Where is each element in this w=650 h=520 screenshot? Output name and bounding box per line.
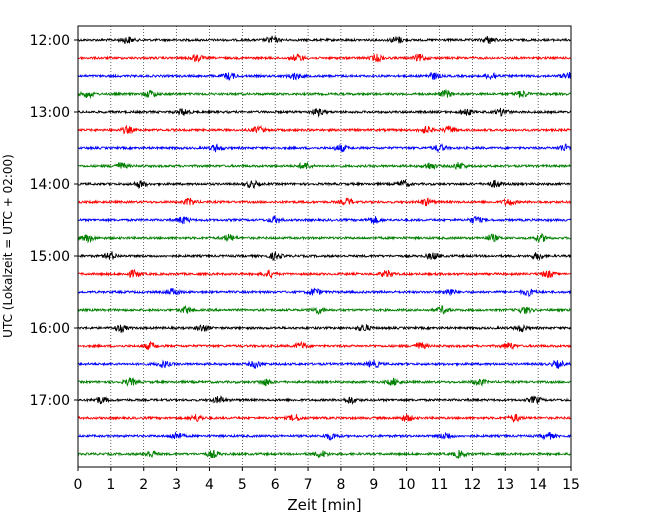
x-tick-label-0: 0 [74, 477, 83, 493]
y-tick-label-5: 17:00 [30, 393, 70, 409]
x-tick-label-5: 5 [238, 477, 247, 493]
y-tick-label-3: 15:00 [30, 249, 70, 265]
trace-1600 [77, 323, 572, 334]
trace-1745 [77, 449, 572, 460]
trace-1545 [77, 304, 572, 315]
trace-1300 [77, 107, 572, 118]
y-axis: 12:00 13:00 14:00 15:00 16:00 17:00 [30, 33, 78, 409]
x-tick-label-4: 4 [205, 477, 214, 493]
trace-1315 [77, 124, 572, 135]
trace-1215 [77, 53, 572, 63]
plot-frame [77, 25, 572, 468]
x-tick-label-15: 15 [562, 477, 580, 493]
trace-1200 [77, 35, 572, 45]
x-tick-label-1: 1 [106, 477, 115, 493]
x-tick-label-14: 14 [529, 477, 547, 493]
x-tick-label-6: 6 [271, 477, 280, 493]
trace-1530 [77, 287, 572, 298]
trace-1245 [77, 88, 572, 100]
y-tick-label-2: 14:00 [30, 177, 70, 193]
trace-1515 [77, 268, 572, 280]
trace-1330 [77, 143, 572, 154]
x-tick-label-9: 9 [369, 477, 378, 493]
seismogram-traces [77, 35, 572, 460]
trace-1500 [77, 250, 572, 262]
trace-1430 [77, 215, 572, 225]
x-tick-label-11: 11 [431, 477, 449, 493]
x-tick-label-10: 10 [398, 477, 416, 493]
x-axis-label: Zeit [min] [287, 496, 361, 514]
x-axis: 0 1 2 3 4 5 6 7 8 9 10 11 12 13 14 15 [74, 467, 580, 493]
x-tick-label-3: 3 [172, 477, 181, 493]
trace-1400 [77, 178, 572, 190]
y-tick-label-1: 13:00 [30, 105, 70, 121]
y-tick-label-4: 16:00 [30, 321, 70, 337]
trace-1415 [77, 197, 572, 207]
trace-1615 [77, 340, 572, 351]
x-tick-label-13: 13 [496, 477, 514, 493]
trace-1445 [77, 232, 572, 244]
x-tick-label-7: 7 [304, 477, 313, 493]
trace-1700 [77, 395, 572, 405]
x-tick-label-12: 12 [463, 477, 481, 493]
trace-1645 [77, 376, 572, 387]
trace-1345 [77, 161, 572, 171]
trace-1630 [77, 359, 572, 370]
trace-1730 [77, 431, 572, 441]
y-axis-label: UTC (Lokalzeit = UTC + 02:00) [1, 154, 15, 338]
x-tick-label-8: 8 [336, 477, 345, 493]
trace-1230 [77, 71, 572, 81]
x-tick-label-2: 2 [139, 477, 148, 493]
y-tick-label-0: 12:00 [30, 33, 70, 49]
trace-1715 [77, 413, 572, 424]
